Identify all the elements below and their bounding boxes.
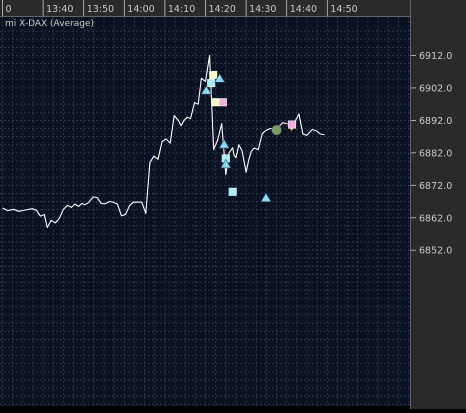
signal-markers: [200, 70, 298, 202]
triangle-up-signal-marker: [220, 158, 232, 169]
price-axis: 6912.0 6902.0 6892.0 6882.0 6872.0 6862.0 6852…: [410, 51, 452, 257]
square-signal-marker: [218, 98, 227, 107]
price-line: [2, 54, 325, 229]
square-signal-marker: [207, 79, 216, 88]
plot-area: [0, 17, 410, 406]
square-signal-marker: [211, 98, 220, 107]
price-axis-panel: [410, 0, 466, 409]
time-tick-label: 14:50: [330, 4, 357, 15]
time-tick-label: 14:00: [127, 4, 154, 15]
square-signal-marker: [209, 70, 218, 79]
time-tick-label: 14:20: [209, 4, 236, 15]
chart-title: mi X-DAX (Average): [5, 19, 94, 29]
triangle-up-signal-marker: [200, 85, 212, 95]
time-tick-label: 14:30: [249, 4, 276, 15]
square-signal-marker: [287, 120, 296, 129]
time-tick-label: 0: [6, 4, 12, 15]
time-tick-label: 14:40: [290, 4, 317, 15]
time-tick-label: 13:50: [87, 4, 114, 15]
time-tick-label: 14:10: [168, 4, 195, 15]
triangle-up-signal-marker: [218, 138, 230, 149]
time-axis-panel: [0, 0, 410, 16]
price-tick-label: 6852.0: [419, 246, 452, 257]
time-tick-label: 13:40: [46, 4, 73, 15]
series-layer: [2, 54, 325, 229]
circle-signal-marker: [271, 124, 282, 136]
square-signal-marker: [228, 187, 237, 196]
triangle-up-signal-marker: [214, 73, 226, 83]
grid-lines: [0, 17, 410, 406]
price-tick-label: 6872.0: [419, 181, 452, 192]
price-tick-label: 6882.0: [419, 148, 452, 159]
triangle-up-signal-marker: [260, 192, 272, 202]
time-axis: 0 13:40 13:50 14:00 14:10 14:20 14:30 14:40 14:5…: [2, 0, 358, 16]
price-tick-label: 6902.0: [419, 83, 452, 94]
price-tick-label: 6912.0: [419, 51, 452, 62]
price-tick-label: 6862.0: [419, 213, 452, 224]
price-tick-label: 6892.0: [419, 116, 452, 127]
